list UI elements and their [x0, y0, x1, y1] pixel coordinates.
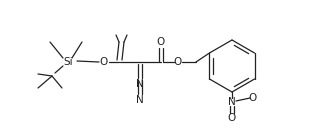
Text: N: N — [228, 97, 236, 107]
Text: O: O — [100, 57, 108, 67]
Text: Si: Si — [63, 57, 73, 67]
Text: O: O — [249, 93, 257, 103]
Text: O: O — [157, 37, 165, 47]
Text: N: N — [136, 95, 144, 105]
Text: N: N — [136, 79, 144, 89]
Text: O: O — [174, 57, 182, 67]
Text: O: O — [228, 113, 236, 123]
